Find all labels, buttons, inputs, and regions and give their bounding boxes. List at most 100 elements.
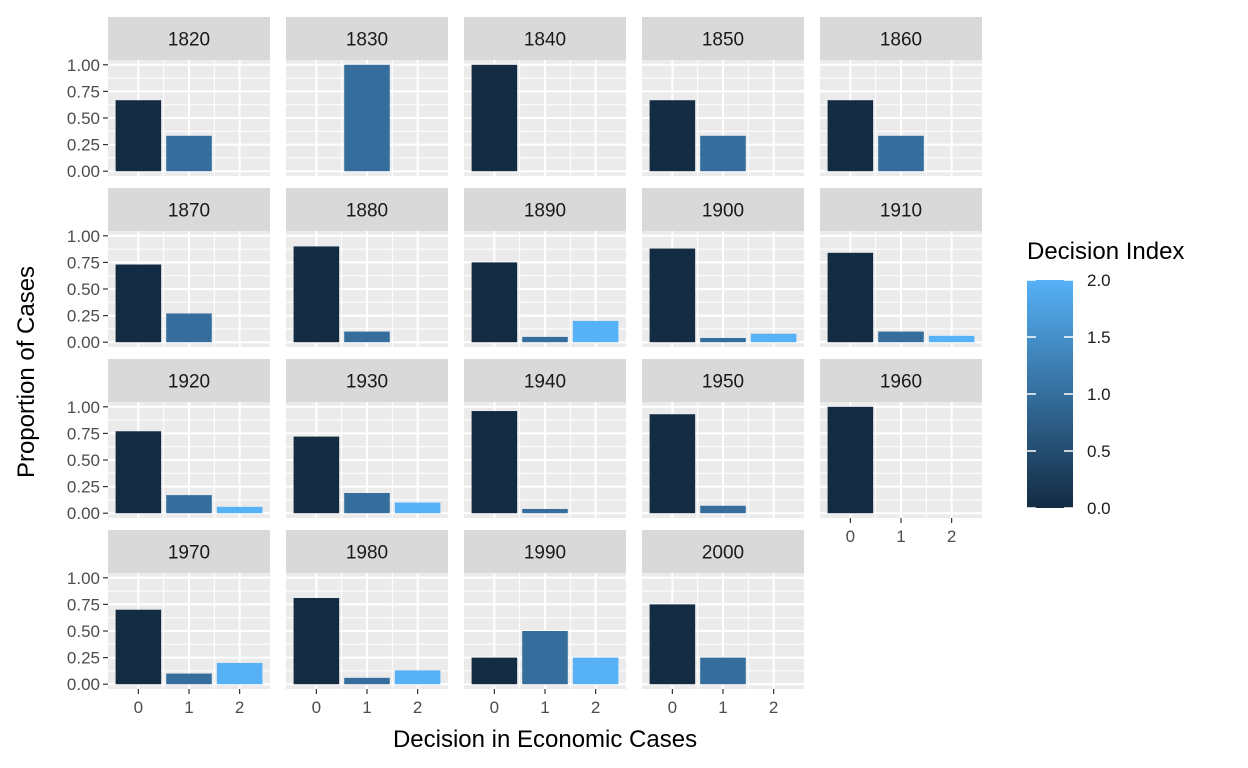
- y-axis-title: Proportion of Cases: [13, 266, 40, 478]
- y-tick-label: 0.00: [67, 162, 100, 181]
- y-tick-label: 0.50: [67, 451, 100, 470]
- x-tick-label: 0: [312, 698, 321, 717]
- facet-label: 1880: [346, 201, 388, 222]
- x-tick-label: 0: [134, 698, 143, 717]
- facet-1940: 1940: [464, 359, 626, 518]
- facet-label: 1890: [524, 201, 566, 222]
- facet-1970: 1970 0.00 0.25 0.50 0.75 1.00 0 1 2: [67, 530, 270, 717]
- facet-label: 1840: [524, 30, 566, 51]
- facet-label: 1900: [702, 201, 744, 222]
- legend-tick-label: 2.0: [1087, 271, 1111, 290]
- facet-strip: [464, 359, 626, 402]
- facet-strip: [286, 188, 448, 231]
- bar-1960-0: [827, 406, 874, 514]
- facet-label: 1860: [880, 30, 922, 51]
- bar-1910-0: [827, 252, 874, 343]
- facet-label: 1910: [880, 201, 922, 222]
- y-tick-label: 0.75: [67, 424, 100, 443]
- facet-1860: 1860: [820, 17, 982, 176]
- legend-ticks: 0.0 0.5 1.0 1.5 2.0: [1027, 271, 1111, 518]
- facet-1880: 1880: [286, 188, 448, 347]
- y-tick-label: 0.50: [67, 622, 100, 641]
- facet-label: 1920: [168, 372, 210, 393]
- y-tick-label: 1.00: [67, 569, 100, 588]
- x-tick-label: 2: [413, 698, 422, 717]
- bar-2000-1: [700, 657, 746, 685]
- facet-strip: [642, 17, 804, 60]
- bar-1880-0: [293, 246, 340, 343]
- bar-1980-0: [293, 598, 340, 685]
- facet-1820: 1820 0.00 0.25 0.50 0.75 1.00: [67, 17, 270, 181]
- y-tick-label: 0.25: [67, 478, 100, 497]
- bar-1870-1: [166, 313, 212, 343]
- bar-1930-2: [394, 502, 441, 514]
- x-tick-label: 2: [947, 527, 956, 546]
- facet-label: 1830: [346, 30, 388, 51]
- facet-strip: [642, 530, 804, 573]
- bar-1930-0: [293, 436, 340, 514]
- facet-1990: 1990 0 1 2: [464, 530, 626, 717]
- bar-1820-1: [166, 135, 212, 172]
- facet-label: 1820: [168, 30, 210, 51]
- facet-strip: [286, 359, 448, 402]
- bar-1990-2: [572, 657, 619, 685]
- bar-1880-1: [344, 331, 390, 343]
- bar-1910-2: [928, 335, 975, 343]
- y-tick-label: 0.00: [67, 333, 100, 352]
- bar-1920-0: [115, 431, 162, 514]
- facet-1950: 1950: [642, 359, 804, 518]
- facet-strip: [108, 17, 270, 60]
- y-tick-label: 0.75: [67, 82, 100, 101]
- bar-1940-1: [522, 508, 568, 514]
- facet-label: 1870: [168, 201, 210, 222]
- bar-1850-1: [700, 135, 746, 172]
- bar-1890-1: [522, 336, 568, 343]
- x-tick-label: 0: [668, 698, 677, 717]
- legend-tick-label: 1.5: [1087, 328, 1111, 347]
- x-tick-label: 1: [184, 698, 193, 717]
- legend-tick-label: 0.5: [1087, 442, 1111, 461]
- facet-1920: 1920 0.00 0.25 0.50 0.75 1.00: [67, 359, 270, 523]
- x-axis-title: Decision in Economic Cases: [393, 726, 697, 753]
- facet-1930: 1930: [286, 359, 448, 518]
- x-tick-label: 1: [540, 698, 549, 717]
- x-tick-label: 1: [362, 698, 371, 717]
- bar-1860-0: [827, 100, 874, 172]
- y-tick-label: 0.75: [67, 253, 100, 272]
- bar-1940-0: [471, 411, 518, 514]
- bar-1930-1: [344, 492, 390, 514]
- facet-strip: [642, 188, 804, 231]
- facet-strip: [286, 530, 448, 573]
- legend-title: Decision Index: [1027, 238, 1184, 265]
- bar-1920-1: [166, 495, 212, 514]
- bar-1950-0: [649, 414, 696, 514]
- y-tick-label: 0.50: [67, 280, 100, 299]
- bar-1970-1: [166, 673, 212, 685]
- x-tick-label: 1: [718, 698, 727, 717]
- facet-strip: [820, 359, 982, 402]
- facet-1980: 1980 0 1 2: [286, 530, 448, 717]
- y-tick-label: 1.00: [67, 227, 100, 246]
- y-tick-label: 1.00: [67, 398, 100, 417]
- facet-strip: [464, 188, 626, 231]
- bar-1890-0: [471, 262, 518, 343]
- bar-1860-1: [878, 135, 924, 172]
- y-tick-label: 0.25: [67, 307, 100, 326]
- facet-strip: [820, 17, 982, 60]
- facet-label: 1960: [880, 372, 922, 393]
- facet-strip: [108, 188, 270, 231]
- x-tick-label: 2: [591, 698, 600, 717]
- facet-1840: 1840: [464, 17, 626, 176]
- bar-1900-2: [750, 333, 797, 343]
- facet-panels: 1820 0.00 0.25 0.50 0.75 1.00 1830 1840 1850 1860…: [67, 17, 982, 717]
- y-tick-label: 0.00: [67, 504, 100, 523]
- facet-label: 2000: [702, 543, 744, 564]
- facet-label: 1930: [346, 372, 388, 393]
- bar-1990-0: [471, 657, 518, 685]
- x-tick-label: 2: [769, 698, 778, 717]
- bar-1970-2: [216, 662, 263, 685]
- x-tick-label: 2: [235, 698, 244, 717]
- bar-1870-0: [115, 264, 162, 343]
- bar-1920-2: [216, 506, 263, 514]
